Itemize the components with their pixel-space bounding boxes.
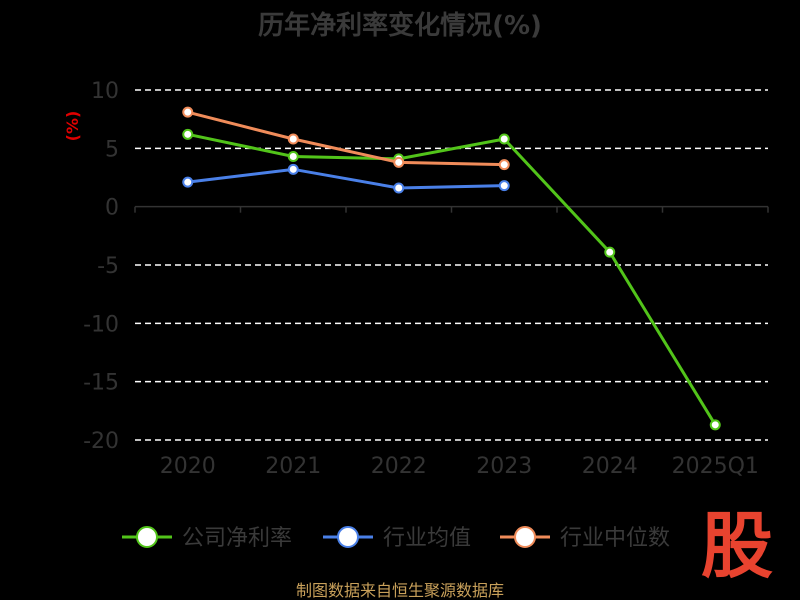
legend-label: 行业均值 bbox=[383, 526, 471, 551]
legend-item[interactable]: 行业中位数 bbox=[500, 526, 670, 551]
data-point[interactable] bbox=[182, 128, 194, 140]
source-note: 制图数据来自恒生聚源数据库 bbox=[296, 581, 504, 600]
y-tick-label: -20 bbox=[83, 429, 119, 454]
series-layer bbox=[182, 106, 721, 431]
data-point[interactable] bbox=[498, 133, 510, 145]
x-tick-label: 2022 bbox=[371, 454, 427, 479]
legend-marker-icon bbox=[337, 526, 359, 548]
legend-marker-icon bbox=[136, 526, 158, 548]
y-tick-label: -15 bbox=[83, 371, 119, 396]
y-tick-label: -5 bbox=[97, 254, 119, 279]
y-tick-label: 0 bbox=[105, 196, 119, 221]
y-tick-label: -10 bbox=[83, 312, 119, 337]
x-tick-label: 2024 bbox=[582, 454, 638, 479]
y-tick-label: 5 bbox=[105, 137, 119, 162]
data-point[interactable] bbox=[393, 182, 405, 194]
series-line bbox=[187, 167, 505, 190]
data-point[interactable] bbox=[182, 176, 194, 188]
data-point[interactable] bbox=[393, 156, 405, 168]
data-point[interactable] bbox=[709, 419, 721, 431]
data-point[interactable] bbox=[287, 163, 299, 175]
legend-item[interactable]: 行业均值 bbox=[323, 526, 471, 551]
legend-label: 公司净利率 bbox=[182, 526, 292, 551]
chart-title: 历年净利率变化情况(%) bbox=[258, 10, 542, 41]
legend-marker-icon bbox=[514, 526, 536, 548]
x-tick-label: 2023 bbox=[476, 454, 532, 479]
watermark-logo: 股 bbox=[700, 504, 773, 588]
data-point[interactable] bbox=[287, 151, 299, 162]
series-line bbox=[187, 110, 505, 167]
legend[interactable]: 公司净利率 行业均值 行业中位数 bbox=[122, 526, 670, 551]
data-point[interactable] bbox=[287, 133, 299, 145]
x-tick-label: 2020 bbox=[160, 454, 216, 479]
grid-layer bbox=[135, 89, 768, 441]
y-axis-label: (%) bbox=[63, 111, 82, 142]
y-tick-label: 10 bbox=[91, 79, 119, 104]
x-tick-label: 2021 bbox=[265, 454, 321, 479]
axis-layer: 10 5 0 -5 -10 -15 -20 2020 2021 2022 2023 2024 2025Q… bbox=[83, 79, 769, 479]
series-line bbox=[187, 132, 717, 426]
data-point[interactable] bbox=[498, 159, 510, 171]
data-point[interactable] bbox=[182, 106, 194, 118]
data-point[interactable] bbox=[498, 180, 510, 192]
x-tick-label: 2025Q1 bbox=[672, 454, 759, 479]
legend-label: 行业中位数 bbox=[560, 526, 670, 551]
legend-item[interactable]: 公司净利率 bbox=[122, 526, 292, 551]
data-point[interactable] bbox=[604, 246, 616, 258]
